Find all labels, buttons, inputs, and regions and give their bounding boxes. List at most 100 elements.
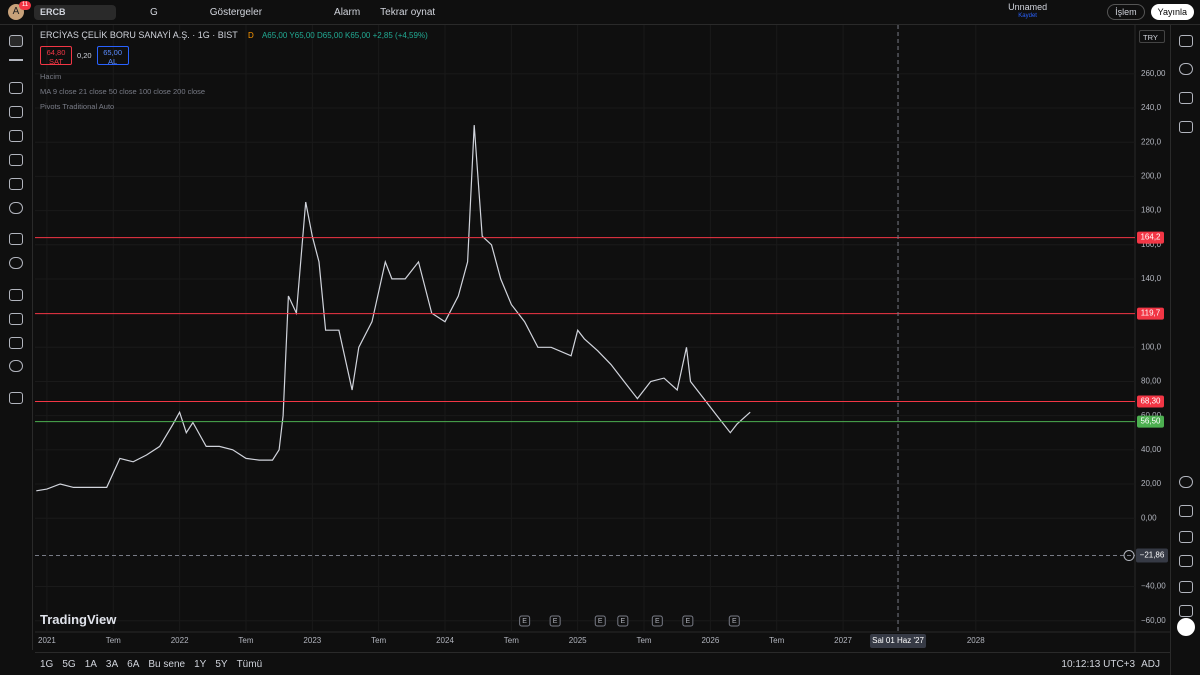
sell-button[interactable]: 64,80 SAT	[40, 46, 72, 66]
event-marker	[519, 615, 531, 627]
event-marker	[728, 615, 740, 627]
ideas-button[interactable]	[1179, 505, 1193, 517]
x-tick-label: Tem	[504, 636, 519, 645]
currency-button[interactable]: TRY	[1139, 30, 1165, 43]
indicator-label[interactable]: Hacim	[40, 72, 62, 81]
lock-drawing-tool[interactable]	[9, 313, 23, 325]
clock: 10:12:13 UTC+3	[1061, 659, 1136, 670]
trade-button[interactable]: İşlem	[1107, 4, 1145, 20]
price-axis	[1135, 25, 1170, 652]
adjust-button[interactable]: ADJ	[1141, 659, 1160, 670]
range-button[interactable]: 1A	[84, 659, 97, 670]
indicators-button[interactable]: Göstergeler	[209, 6, 263, 18]
news-button[interactable]	[1179, 555, 1193, 567]
trend-line-tool[interactable]	[9, 59, 23, 61]
event-label: E	[685, 618, 690, 625]
y-tick-label: 80,00	[1141, 377, 1162, 386]
forecast-tool[interactable]	[9, 130, 23, 142]
price-level-label: 119,7	[1141, 309, 1161, 318]
layout-name[interactable]: Unnamed Kaydet	[1008, 3, 1047, 21]
y-tick-label: 60,00	[1141, 411, 1162, 420]
brush-tool[interactable]	[9, 154, 23, 166]
symbol-search[interactable]: ERCB	[34, 4, 116, 20]
crosshair-price-label: −21,86	[1140, 551, 1165, 560]
y-tick-label: 40,00	[1141, 445, 1162, 454]
publish-button[interactable]: Yayınla	[1150, 4, 1194, 20]
chart-legend: ERCİYAS ÇELİK BORU SANAYİ A.Ş. · 1G · BI…	[40, 30, 428, 40]
price-level-tag	[1137, 307, 1164, 320]
ohlc-values: A65,00 Y65,00 D65,00 K65,00 +2,85 (+4,59…	[261, 31, 428, 40]
y-tick-label: 200,0	[1141, 172, 1162, 181]
interval-button[interactable]: G	[150, 6, 158, 18]
range-button[interactable]: Bu sene	[148, 659, 186, 670]
notifications-button[interactable]	[1179, 581, 1193, 593]
notification-badge: 11	[19, 1, 31, 10]
range-button[interactable]: Tümü	[236, 659, 263, 670]
x-tick-label: 2022	[171, 636, 189, 645]
range-button[interactable]: 5Y	[215, 659, 228, 670]
price-level-tag	[1137, 415, 1164, 428]
buy-button[interactable]: 65,00 AL	[96, 46, 129, 66]
price-level-tag	[1137, 231, 1164, 244]
layout-title: Unnamed	[1008, 2, 1048, 12]
text-tool[interactable]	[9, 178, 23, 190]
range-button[interactable]: 5G	[62, 659, 76, 670]
y-tick-label: 160,0	[1141, 240, 1162, 249]
price-level-label: 68,30	[1140, 397, 1161, 406]
range-button[interactable]: 6A	[127, 659, 140, 670]
sell-price: 64,80	[46, 48, 66, 57]
x-tick-label: Tem	[106, 636, 121, 645]
watchlist-button[interactable]	[1179, 35, 1193, 47]
x-tick-label: 2026	[701, 636, 719, 645]
indicator-label[interactable]: Pivots Traditional Auto	[40, 102, 115, 111]
alert-button[interactable]: Alarm	[334, 6, 361, 18]
measure-tool[interactable]	[9, 233, 23, 245]
top-toolbar: A 11 ERCB G Göstergeler Alarm Tekrar oyn…	[0, 0, 1200, 25]
apps-button[interactable]	[1177, 618, 1195, 636]
fib-tool[interactable]	[9, 82, 23, 94]
layers-button[interactable]	[1179, 92, 1193, 104]
range-button[interactable]: 1Y	[194, 659, 207, 670]
explore-button[interactable]	[1179, 476, 1193, 488]
add-alert-button[interactable]	[1123, 550, 1135, 562]
indicator-label[interactable]: MA 9 close 21 close 50 close 100 close 2…	[40, 87, 206, 96]
y-tick-label: 180,0	[1141, 206, 1162, 215]
event-label: E	[620, 618, 625, 625]
event-marker	[549, 615, 561, 627]
emoji-tool[interactable]	[9, 202, 23, 214]
range-button[interactable]: 3A	[105, 659, 119, 670]
x-tick-label: 2028	[967, 636, 985, 645]
lock-tool[interactable]	[9, 337, 23, 349]
crosshair-time-tag	[870, 634, 927, 648]
magnet-tool[interactable]	[9, 289, 23, 301]
help-button[interactable]	[1179, 605, 1193, 617]
y-tick-label: 20,00	[1141, 479, 1162, 488]
pattern-tool[interactable]	[9, 106, 23, 118]
x-tick-label: 2021	[38, 636, 56, 645]
event-marker	[594, 615, 606, 627]
y-tick-label: −60,00	[1141, 616, 1166, 625]
sell-label: SAT	[48, 57, 64, 66]
price-level-label: 56,50	[1140, 417, 1161, 426]
delete-tool[interactable]	[9, 392, 23, 404]
chat-button[interactable]	[1179, 121, 1193, 133]
range-button[interactable]: 1G	[40, 659, 54, 670]
price-level-tag	[1137, 395, 1164, 408]
alerts-button[interactable]	[1179, 63, 1193, 75]
price-level-label: 164,2	[1140, 233, 1161, 242]
event-label: E	[732, 618, 737, 625]
symbol-title: ERCİYAS ÇELİK BORU SANAYİ A.Ş. · 1G · BI…	[40, 30, 238, 40]
spread: 0,20	[77, 51, 92, 60]
zoom-tool[interactable]	[9, 257, 23, 269]
replay-button[interactable]: Tekrar oynat	[380, 6, 436, 18]
hide-tool[interactable]	[9, 360, 23, 372]
x-tick-label: Tem	[371, 636, 386, 645]
layout-status: Kaydet	[1018, 13, 1037, 19]
event-marker	[651, 615, 663, 627]
event-label: E	[655, 618, 660, 625]
event-marker	[617, 615, 629, 627]
trade-buttons: 64,80 SAT 0,20 65,00 AL	[40, 46, 129, 66]
calendar-button[interactable]	[1179, 531, 1193, 543]
cursor-tool[interactable]	[9, 35, 23, 47]
